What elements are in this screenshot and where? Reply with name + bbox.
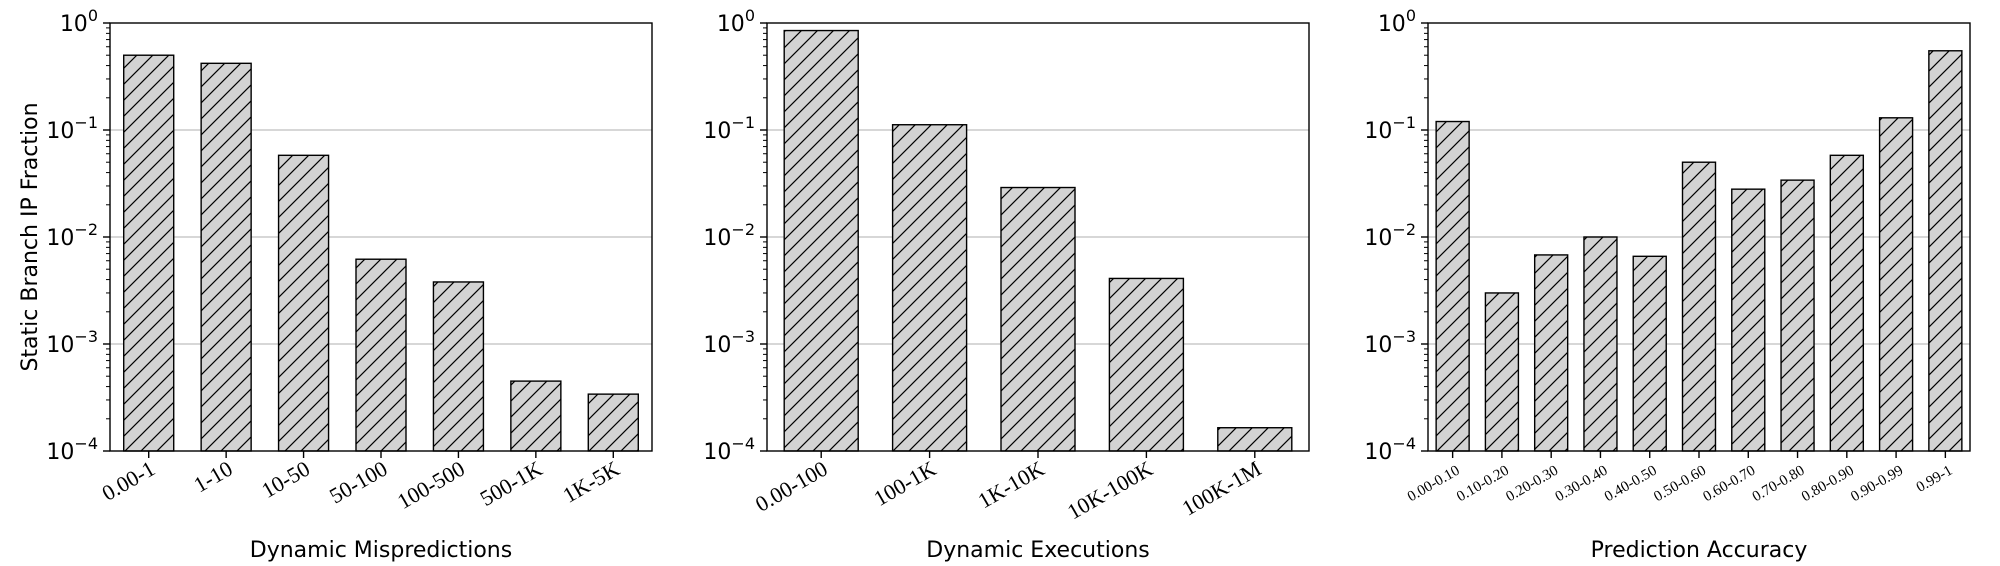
bar-10-50 bbox=[277, 154, 330, 452]
x-axis-label: Dynamic Mispredictions bbox=[250, 538, 512, 563]
bar-100K-1M bbox=[1217, 427, 1293, 452]
bar-0.00-0.10 bbox=[1435, 120, 1470, 452]
bar-1K-10K bbox=[1000, 186, 1076, 452]
x-tick-label: 0.30-0.40 bbox=[1553, 463, 1611, 506]
y-axis-label: Static Branch IP Fraction bbox=[18, 102, 43, 371]
y-tick-label: 10−3 bbox=[703, 327, 755, 358]
x-tick-label: 0.50-0.60 bbox=[1651, 463, 1709, 506]
bar-0.80-0.90 bbox=[1829, 154, 1865, 452]
bar-0.90-0.99 bbox=[1878, 117, 1914, 452]
bar-100-1K bbox=[891, 124, 968, 452]
x-tick-label: 10K-100K bbox=[1063, 456, 1157, 525]
bar-0.50-0.60 bbox=[1681, 161, 1717, 452]
x-tick-label: 50-100 bbox=[325, 456, 391, 509]
x-tick-label: 10-50 bbox=[257, 456, 314, 503]
bar-50-100 bbox=[355, 258, 407, 452]
x-axis-label: Dynamic Executions bbox=[926, 538, 1149, 563]
x-tick-label: 0.90-0.99 bbox=[1848, 463, 1906, 506]
bar-0.00-100 bbox=[783, 29, 859, 452]
y-tick-label: 10−3 bbox=[46, 327, 98, 358]
y-tick-label: 10−3 bbox=[1364, 327, 1416, 358]
y-tick-label: 10−4 bbox=[1364, 434, 1416, 465]
y-tick-label: 10−4 bbox=[46, 434, 98, 465]
y-tick-label: 10−1 bbox=[46, 113, 98, 144]
x-tick-label: 0.60-0.70 bbox=[1700, 463, 1758, 506]
x-tick-label: 0.80-0.90 bbox=[1799, 463, 1857, 506]
x-tick-label: 500-1K bbox=[476, 456, 547, 511]
y-tick-label: 100 bbox=[60, 6, 98, 37]
x-tick-label: 1K-10K bbox=[974, 456, 1049, 514]
x-tick-label: 0.40-0.50 bbox=[1602, 463, 1660, 506]
bar-1-10 bbox=[200, 62, 252, 452]
chart-panel-1: 100 10−1 10−2 10−3 10−40.00-1 1-10 10-50 50-100… bbox=[18, 6, 653, 563]
bar-0.99-1 bbox=[1928, 50, 1963, 452]
y-tick-label: 100 bbox=[1378, 6, 1416, 37]
bar-0.70-0.80 bbox=[1780, 179, 1815, 452]
x-tick-label: 1K-5K bbox=[558, 456, 624, 508]
y-tick-label: 10−4 bbox=[703, 434, 755, 465]
x-tick-label: 0.00-1 bbox=[97, 456, 159, 506]
x-tick-label: 0.70-0.80 bbox=[1750, 463, 1808, 506]
bar-0.20-0.30 bbox=[1533, 254, 1569, 452]
bar-100-500 bbox=[432, 281, 485, 452]
chart-panel-3: 100 10−1 10−2 10−3 10−40.00-0.100.10-0.200.2… bbox=[1364, 6, 1971, 563]
x-tick-label: 100-1K bbox=[869, 456, 940, 511]
x-tick-label: 0.20-0.30 bbox=[1503, 463, 1561, 506]
x-tick-label: 0.10-0.20 bbox=[1454, 463, 1512, 506]
x-tick-label: 1-10 bbox=[189, 456, 236, 498]
x-tick-label: 100K-1M bbox=[1178, 456, 1266, 521]
bar-1K-5K bbox=[587, 393, 639, 452]
x-axis-label: Prediction Accuracy bbox=[1591, 538, 1808, 563]
y-tick-label: 10−2 bbox=[46, 220, 98, 251]
x-tick-label: 0.00-100 bbox=[751, 456, 832, 517]
bar-0.00-1 bbox=[123, 54, 175, 452]
bar-10K-100K bbox=[1108, 277, 1185, 452]
bar-0.10-0.20 bbox=[1484, 292, 1520, 452]
y-tick-label: 10−1 bbox=[703, 113, 755, 144]
bar-500-1K bbox=[510, 380, 562, 452]
y-tick-label: 10−2 bbox=[1364, 220, 1416, 251]
y-tick-label: 10−2 bbox=[703, 220, 755, 251]
x-tick-label: 0.00-0.10 bbox=[1405, 463, 1463, 506]
bar-0.40-0.50 bbox=[1632, 255, 1667, 452]
bar-0.30-0.40 bbox=[1583, 236, 1618, 452]
bar-0.60-0.70 bbox=[1731, 188, 1766, 452]
x-tick-label: 0.99-1 bbox=[1914, 463, 1956, 496]
x-tick-label: 100-500 bbox=[393, 456, 469, 514]
y-tick-label: 10−1 bbox=[1364, 113, 1416, 144]
y-tick-label: 100 bbox=[717, 6, 755, 37]
